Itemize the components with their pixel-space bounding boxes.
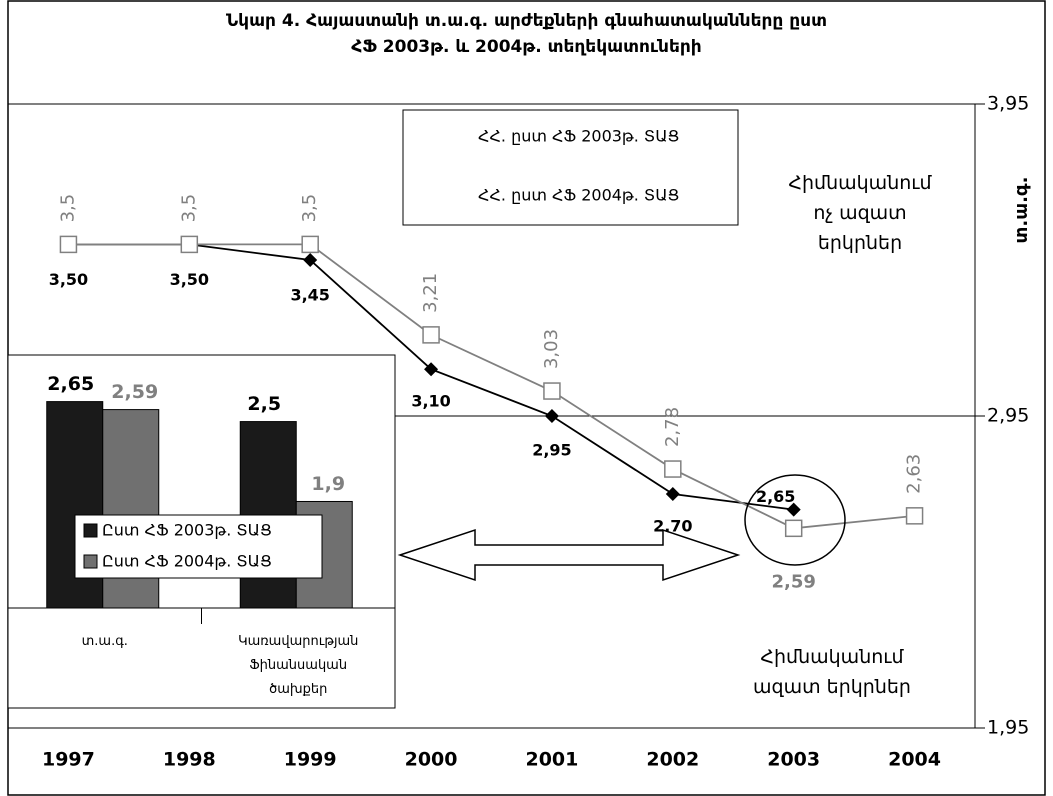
point <box>905 507 924 525</box>
x-tick-label: 1999 <box>284 749 337 771</box>
y-tick-label: 3,95 <box>987 93 1029 115</box>
point <box>424 362 439 377</box>
point <box>664 460 682 478</box>
legend-label: ՀՀ. ըստ ՀՖ 2004թ. ՏԱՑ <box>478 186 679 205</box>
x-tick-label: Կառավարության Ֆինանսական ծախքեր <box>238 634 359 697</box>
point <box>786 502 801 517</box>
point <box>665 487 680 501</box>
inset-chart: 2,65 2,59 2,5 1,9 Ըստ ՀՖ 2003թ. ՏԱՑ Ըստ ՀՖ 20… <box>7 354 396 709</box>
y-tick-label: 1,95 <box>987 717 1029 739</box>
data-label: 3,50 <box>49 270 88 289</box>
data-label: 3,5 <box>178 194 199 223</box>
point <box>543 382 561 400</box>
x-tick-label: 1997 <box>42 749 95 771</box>
point <box>784 519 803 538</box>
highlight-ellipse <box>744 474 846 566</box>
point <box>303 253 318 267</box>
main-chart: 3,95 2,95 1,95 տ.ա.գ. 1997 1998 1999 2000 2001 20… <box>8 93 1032 771</box>
data-label: 3,50 <box>170 270 209 289</box>
x-tick-label: 1998 <box>163 749 216 771</box>
data-label: 3,5 <box>57 194 78 223</box>
point <box>180 235 199 254</box>
data-label: 2,59 <box>771 571 815 592</box>
data-label: 3,45 <box>290 286 329 305</box>
data-label: 3,03 <box>541 329 562 369</box>
x-tick-label: 2002 <box>646 749 699 771</box>
legend-label: Ըստ ՀՖ 2004թ. ՏԱՑ <box>102 552 272 571</box>
x-tick-label: 2000 <box>405 749 458 771</box>
data-label: 3,5 <box>299 194 320 223</box>
legend-label: ՀՀ. ըստ ՀՖ 2003թ. ՏԱՑ <box>478 127 679 146</box>
point <box>422 326 440 344</box>
point <box>301 235 319 254</box>
data-label: 2,59 <box>111 381 158 403</box>
data-label: 2,5 <box>247 393 281 415</box>
y-axis-label: տ.ա.գ. <box>1011 177 1032 244</box>
annotation: Հիմնականում ազատ երկրներ <box>753 646 911 698</box>
decorations: ՀՀ. ըստ ՀՖ 2003թ. ՏԱՑ ՀՀ. ըստ ՀՖ 2004թ. Տ… <box>397 109 846 582</box>
y-tick-label: 2,95 <box>987 405 1029 427</box>
series-line <box>68 243 915 530</box>
legend-box <box>74 514 323 579</box>
data-label: 3,21 <box>420 273 441 313</box>
data-label: 3,10 <box>411 392 450 411</box>
x-tick-label: տ.ա.գ. <box>81 634 128 649</box>
annotation: Հիմնականում ոչ ազատ երկրներ <box>788 172 932 254</box>
data-label: 2,65 <box>47 373 94 395</box>
data-label: 2,63 <box>904 454 925 494</box>
x-tick-label: 2001 <box>525 749 578 771</box>
data-label: 2,65 <box>756 487 795 506</box>
legend-label: Ըստ ՀՖ 2003թ. ՏԱՑ <box>102 521 272 540</box>
double-arrow <box>397 528 741 582</box>
chart-title: Նկար 4. Հայաստանի տ.ա.գ. արժեքների գնահա… <box>226 11 827 57</box>
data-label: 2,78 <box>662 407 683 447</box>
legend-marker <box>83 523 98 538</box>
point <box>59 235 78 254</box>
point <box>544 409 559 423</box>
legend-box <box>402 109 739 226</box>
data-label: 1,9 <box>311 473 345 495</box>
legend-marker <box>83 554 98 569</box>
x-tick-label: 2003 <box>767 749 820 771</box>
data-label: 2,95 <box>532 441 571 460</box>
x-tick-label: 2004 <box>888 749 941 771</box>
